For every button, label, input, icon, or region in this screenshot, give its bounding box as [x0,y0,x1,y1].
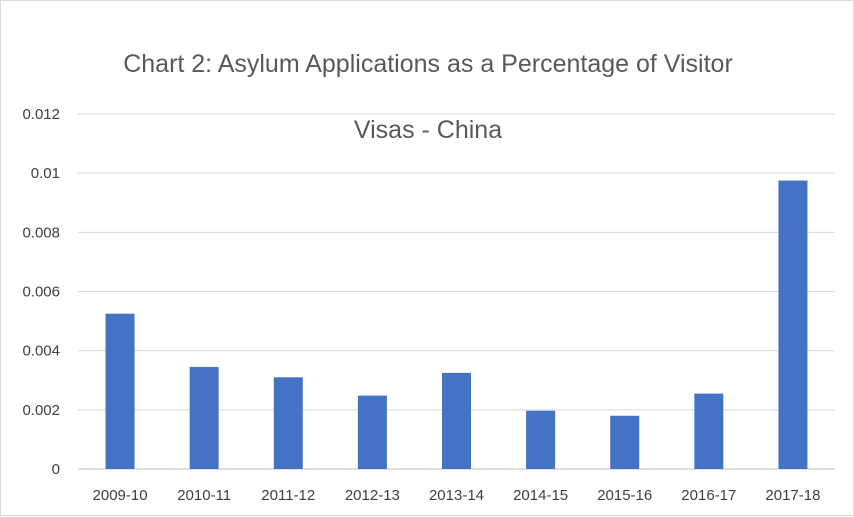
x-tick-label: 2012-13 [345,487,400,504]
y-tick-label: 0.01 [31,165,60,182]
chart-title-line-2: Visas - China [353,116,503,144]
x-tick-label: 2015-16 [597,487,652,504]
bar-2011-12 [273,377,303,469]
bar-2016-17 [694,393,724,469]
bar-2013-14 [442,372,471,469]
y-tick-label: 0.006 [22,284,60,301]
y-tick-label: 0.002 [22,402,60,419]
x-tick-label: 2014-15 [513,487,568,504]
y-tick-label: 0.012 [22,106,60,123]
y-tick-label: 0.008 [22,224,60,241]
bar-2017-18 [778,180,808,469]
y-tick-label: 0 [52,461,60,478]
x-tick-label: 2016-17 [681,487,736,504]
x-tick-label: 2013-14 [429,487,484,504]
bar-2010-11 [189,366,219,469]
chart-title-line-1: Chart 2: Asylum Applications as a Percen… [123,50,733,78]
x-tick-label: 2011-12 [261,487,315,504]
bar-2015-16 [610,415,640,469]
x-tick-label: 2009-10 [93,487,148,504]
y-tick-label: 0.004 [22,343,60,360]
bar-2012-13 [357,395,387,469]
chart-title: Chart 2: Asylum Applications as a Percen… [1,15,854,180]
x-tick-label: 2010-11 [177,487,231,504]
x-tick-label: 2017-18 [765,487,820,504]
bar-2009-10 [105,313,135,469]
bar-2014-15 [526,410,556,469]
